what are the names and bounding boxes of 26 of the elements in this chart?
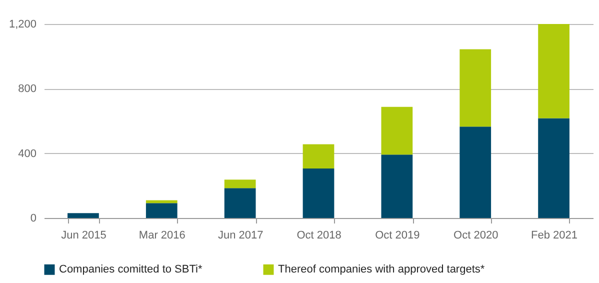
bar <box>224 180 256 188</box>
x-tick-label: Jun 2017 <box>218 230 264 242</box>
bar <box>302 168 334 218</box>
y-tick-label: 1,200 <box>8 18 36 30</box>
x-tick-label: Oct 2019 <box>375 230 420 242</box>
x-tick-label: Oct 2020 <box>454 230 498 242</box>
y-tick-label: 0 <box>30 212 36 224</box>
x-tick-label: Mar 2016 <box>138 230 186 242</box>
bar <box>460 49 492 127</box>
bar <box>381 106 413 155</box>
bar <box>460 126 492 218</box>
x-tick-label: Feb 2021 <box>531 230 578 242</box>
legend-label: Thereof companies with approved targets* <box>278 264 486 276</box>
legend-label: Companies comitted to SBTi* <box>59 264 203 276</box>
bar <box>538 24 570 118</box>
bar <box>381 154 413 218</box>
y-tick-label: 400 <box>18 148 36 160</box>
bar <box>302 144 334 169</box>
y-tick-label: 800 <box>18 83 36 96</box>
x-tick-label: Oct 2018 <box>296 230 342 242</box>
bar <box>538 118 570 218</box>
x-tick-label: Jun 2015 <box>61 230 106 242</box>
bar <box>146 200 178 204</box>
bar <box>224 188 256 218</box>
bar <box>68 213 99 218</box>
bar <box>146 203 178 218</box>
